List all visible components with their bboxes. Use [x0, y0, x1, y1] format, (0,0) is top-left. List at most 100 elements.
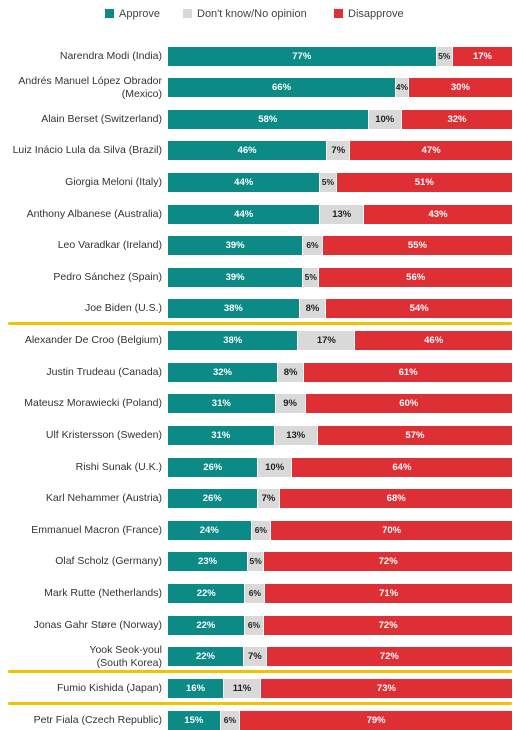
- bar-value-label: 44%: [234, 208, 254, 220]
- bar-value-label: 31%: [211, 429, 231, 441]
- bar-value-label: 43%: [428, 208, 448, 220]
- bar-approve: [168, 710, 220, 730]
- bar-approve: [168, 457, 258, 477]
- bar-unsure: [223, 678, 261, 698]
- bar-value-label: 4%: [395, 82, 409, 93]
- row-label-line: Mark Rutte (Netherlands): [44, 587, 162, 600]
- bar-value-label: 6%: [306, 240, 319, 251]
- row-label-line: Ulf Kristersson (Sweden): [45, 428, 162, 441]
- row-label: Jonas Gahr Støre (Norway): [0, 619, 162, 632]
- row-label-line: Mateusz Morawiecki (Poland): [24, 397, 162, 410]
- row-label: Rishi Sunak (U.K.): [0, 461, 162, 474]
- row-label-line: Petr Fiala (Czech Republic): [33, 713, 162, 726]
- bar-unsure: [319, 172, 337, 192]
- bar-value-label: 58%: [258, 113, 278, 125]
- bar-unsure: [276, 362, 305, 382]
- bar-disapprove: [264, 615, 512, 635]
- row-label: Olaf Scholz (Germany): [0, 555, 162, 568]
- row-label: Alain Berset (Switzerland): [0, 113, 162, 126]
- row-label-line: (South Korea): [96, 656, 162, 669]
- bar-value-label: 31%: [211, 398, 231, 410]
- bar-approve: [168, 46, 436, 66]
- bar-value-label: 10%: [265, 461, 285, 473]
- row-label-line: Luiz Inácio Lula da Silva (Brazil): [12, 144, 162, 157]
- bar-disapprove: [305, 394, 512, 414]
- legend-label-disapprove: Disapprove: [348, 8, 404, 20]
- row-label-line: Emmanuel Macron (France): [31, 523, 162, 536]
- bar-approve: [168, 267, 303, 287]
- row-label-line: Giorgia Meloni (Italy): [65, 175, 162, 188]
- bar-value-label: 17%: [316, 335, 336, 347]
- bar-value-label: 60%: [399, 398, 419, 410]
- bar-value-label: 73%: [376, 682, 396, 694]
- bar-disapprove: [408, 78, 512, 98]
- bar-value-label: 26%: [202, 493, 222, 505]
- bar-value-label: 16%: [186, 682, 206, 694]
- row-label-line: Fumio Kishida (Japan): [56, 681, 162, 694]
- bar-value-label: 6%: [223, 714, 237, 725]
- bar-value-label: 39%: [225, 271, 245, 283]
- bar-unsure: [302, 236, 323, 256]
- bar-value-label: 38%: [223, 303, 243, 315]
- bar-value-label: 51%: [414, 176, 434, 188]
- legend-label-unsure: Don't know/No opinion: [197, 8, 307, 20]
- row-label-line: Rishi Sunak (U.K.): [75, 460, 162, 473]
- bar-value-label: 15%: [184, 714, 204, 726]
- bar-unsure: [367, 109, 402, 129]
- legend-swatch-approve: [105, 9, 114, 18]
- bar-value-label: 8%: [283, 366, 298, 378]
- bar-value-label: 39%: [225, 240, 245, 252]
- bar-value-label: 72%: [378, 556, 398, 568]
- bar-disapprove: [260, 678, 512, 698]
- row-label: Yook Seok-youl (South Korea): [0, 644, 162, 670]
- bar-value-label: 7%: [261, 493, 276, 505]
- bar-unsure: [273, 425, 318, 445]
- bar-disapprove: [291, 457, 512, 477]
- bar-disapprove: [280, 489, 512, 509]
- bar-unsure: [243, 615, 265, 635]
- bar-value-label: 46%: [237, 145, 257, 157]
- bar-value-label: 66%: [272, 82, 292, 94]
- bar-value-label: 13%: [286, 429, 306, 441]
- bar-value-label: 30%: [450, 82, 470, 94]
- bar-unsure: [250, 520, 272, 540]
- bar-disapprove: [452, 46, 512, 66]
- bar-approve: [168, 647, 243, 667]
- bar-approve: [168, 109, 368, 129]
- bar-value-label: 55%: [407, 240, 427, 252]
- chart-legend: Approve Don't know/No opinion Disapprove: [0, 6, 524, 22]
- bar-value-label: 54%: [409, 303, 429, 315]
- bar-approve: [168, 236, 303, 256]
- bar-value-label: 44%: [234, 176, 254, 188]
- row-label-line: Alexander De Croo (Belgium): [24, 334, 162, 347]
- bar-value-label: 46%: [424, 335, 444, 347]
- legend-swatch-unsure: [183, 9, 192, 18]
- row-label: Luiz Inácio Lula da Silva (Brazil): [0, 144, 162, 157]
- bar-approve: [168, 362, 277, 382]
- bar-disapprove: [364, 204, 512, 224]
- row-label-line: Jonas Gahr Støre (Norway): [33, 618, 162, 631]
- bar-value-label: 56%: [406, 271, 426, 283]
- bar-unsure: [257, 457, 292, 477]
- bar-disapprove: [271, 520, 512, 540]
- row-label-line: Justin Trudeau (Canada): [46, 365, 162, 378]
- bar-value-label: 72%: [379, 651, 399, 663]
- row-label-line: Andrés Manuel López Obrador: [18, 74, 162, 87]
- bar-unsure: [274, 394, 306, 414]
- bar-unsure: [298, 299, 327, 319]
- row-label-line: Yook Seok-youl: [89, 643, 162, 656]
- row-label-line: (Mexico): [121, 87, 162, 100]
- bar-value-label: 22%: [196, 588, 216, 600]
- row-label: Giorgia Meloni (Italy): [0, 176, 162, 189]
- bar-approve: [168, 331, 298, 351]
- legend-item-approve: Approve: [105, 6, 160, 22]
- bar-value-label: 6%: [254, 524, 267, 535]
- row-label: Joe Biden (U.S.): [0, 302, 162, 315]
- highlight-underline: [8, 701, 512, 705]
- row-label: Emmanuel Macron (France): [0, 524, 162, 537]
- bar-disapprove: [266, 647, 512, 667]
- bar-value-label: 79%: [366, 714, 386, 726]
- bar-approve: [168, 678, 224, 698]
- row-label: Leo Varadkar (Ireland): [0, 239, 162, 252]
- bar-value-label: 7%: [247, 651, 262, 663]
